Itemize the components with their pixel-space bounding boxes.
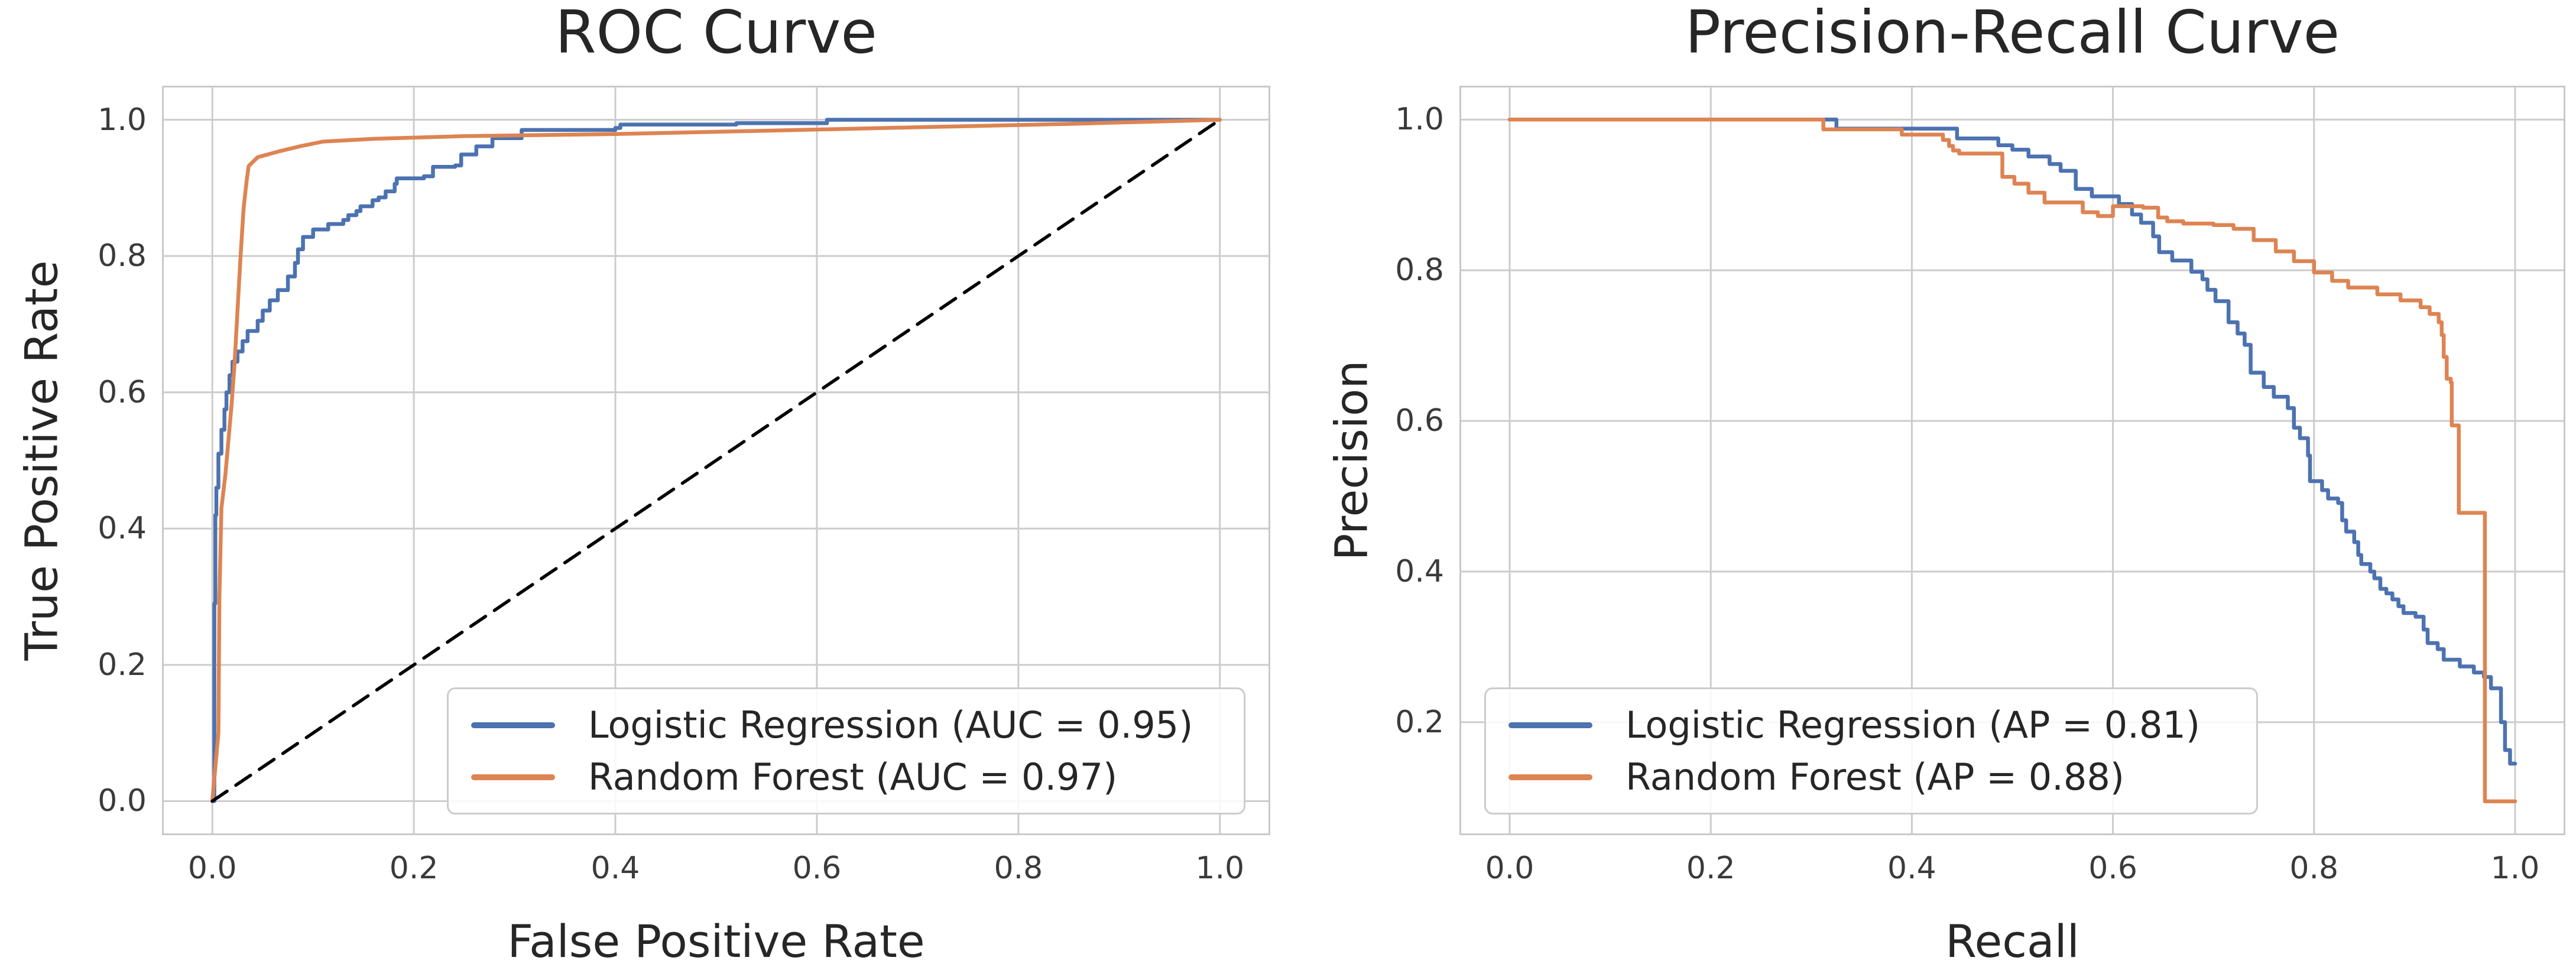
y-tick-label: 0.8	[98, 238, 147, 274]
y-tick-label: 0.4	[1395, 553, 1444, 589]
y-tick-label: 0.0	[98, 783, 147, 819]
x-tick-label: 0.2	[1686, 851, 1735, 886]
legend-line-swatch	[471, 774, 555, 780]
series-line-1	[1507, 118, 2517, 803]
y-tick-label: 1.0	[98, 102, 147, 138]
roc-x-axis-label: False Positive Rate	[507, 915, 925, 968]
roc-plot-area	[162, 86, 1270, 835]
roc-title: ROC Curve	[555, 0, 877, 67]
legend-label: Random Forest (AUC = 0.97)	[588, 755, 1118, 799]
series-line-1	[210, 118, 1222, 803]
pr-x-axis-label: Recall	[1945, 915, 2079, 968]
x-tick-label: 0.8	[2289, 851, 2339, 886]
legend-item: Random Forest (AUC = 0.97)	[471, 755, 1226, 799]
y-tick-label: 0.2	[98, 647, 147, 683]
y-tick-label: 0.6	[98, 374, 147, 410]
legend-line-swatch	[1508, 774, 1592, 780]
y-tick-label: 0.8	[1395, 252, 1444, 288]
x-tick-label: 1.0	[1195, 851, 1245, 886]
x-tick-label: 0.8	[994, 851, 1043, 886]
x-tick-label: 0.4	[1887, 851, 1936, 886]
x-tick-label: 0.0	[1485, 851, 1534, 886]
y-tick-label: 0.6	[1395, 403, 1444, 439]
roc-y-axis-label: True Positive Rate	[15, 260, 68, 661]
legend-item: Logistic Regression (AP = 0.81)	[1508, 703, 2238, 747]
legend-item: Logistic Regression (AUC = 0.95)	[471, 703, 1226, 747]
x-tick-label: 0.4	[591, 851, 640, 886]
y-tick-label: 0.4	[98, 511, 147, 547]
x-tick-label: 1.0	[2490, 851, 2540, 886]
axes-spine	[1459, 86, 2565, 835]
pr-plot-area	[1459, 86, 2565, 835]
series-line-2	[210, 118, 1222, 803]
legend-item: Random Forest (AP = 0.88)	[1508, 755, 2238, 799]
y-tick-label: 0.2	[1395, 704, 1444, 740]
pr-y-axis-label: Precision	[1325, 360, 1378, 561]
x-tick-label: 0.2	[389, 851, 439, 886]
series-line-0	[210, 118, 1222, 803]
x-tick-label: 0.6	[792, 851, 842, 886]
axes-spine	[162, 86, 1270, 835]
series-line-0	[1507, 118, 2517, 766]
legend-label: Random Forest (AP = 0.88)	[1626, 755, 2124, 799]
y-tick-label: 1.0	[1395, 102, 1444, 138]
roc-legend: Logistic Regression (AUC = 0.95) Random …	[447, 687, 1245, 814]
legend-line-swatch	[1508, 722, 1592, 728]
pr-title: Precision-Recall Curve	[1685, 0, 2340, 67]
x-tick-label: 0.0	[187, 851, 237, 886]
legend-line-swatch	[471, 722, 555, 728]
legend-label: Logistic Regression (AP = 0.81)	[1626, 703, 2201, 747]
x-tick-label: 0.6	[2088, 851, 2137, 886]
pr-legend: Logistic Regression (AP = 0.81) Random F…	[1484, 687, 2258, 814]
legend-label: Logistic Regression (AUC = 0.95)	[588, 703, 1193, 747]
